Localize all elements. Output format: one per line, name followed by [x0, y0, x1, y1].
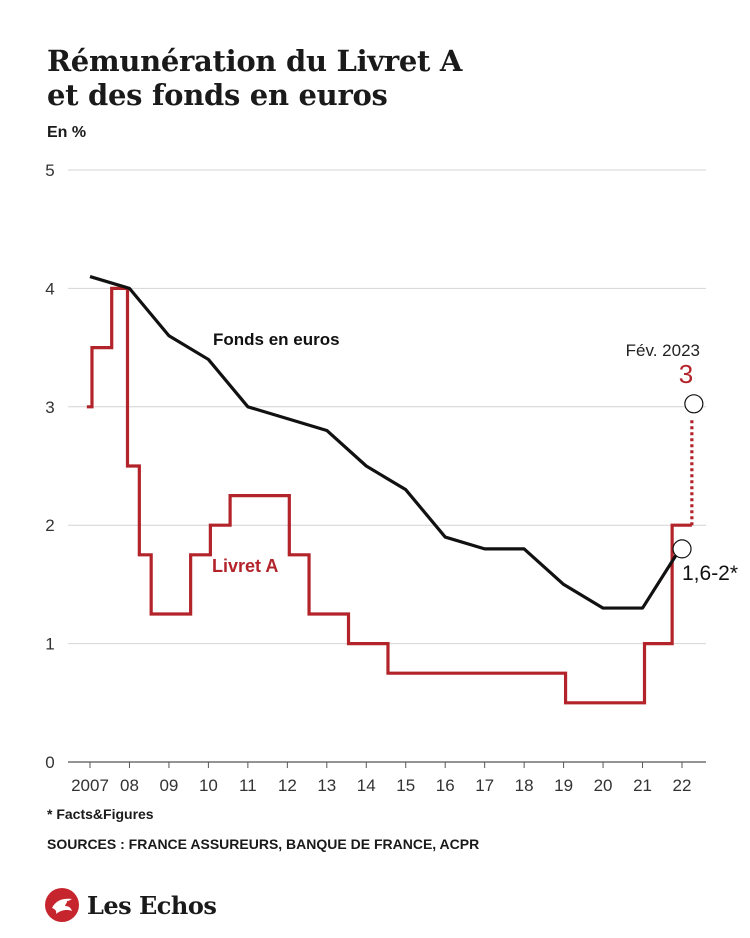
x-tick-label: 16 — [436, 776, 455, 795]
annotation-date: Fév. 2023 — [626, 341, 700, 360]
y-tick-label: 1 — [45, 635, 54, 654]
series-label-livret-a: Livret A — [212, 556, 278, 576]
y-tick-label: 3 — [45, 398, 54, 417]
x-tick-label: 2007 — [71, 776, 109, 795]
footnote: * Facts&Figures — [47, 806, 154, 822]
y-tick-label: 2 — [45, 516, 54, 535]
x-tick-label: 09 — [159, 776, 178, 795]
brand-name: Les Echos — [87, 890, 217, 920]
annotation-value: 3 — [679, 359, 693, 389]
y-tick-label: 0 — [45, 753, 54, 772]
x-tick-label: 15 — [396, 776, 415, 795]
series-line-livret-a — [86, 286, 692, 705]
x-tick-label: 10 — [199, 776, 218, 795]
end-label-fonds: 1,6-2* — [682, 562, 738, 585]
chart-title-line2: et des fonds en euros — [47, 78, 388, 112]
x-tick-label: 14 — [357, 776, 376, 795]
brand-logo: Les Echos — [45, 888, 217, 922]
point-marker-livret-a-2023 — [684, 394, 704, 414]
series-line-fonds-en-euros — [89, 275, 682, 610]
unit-label: En % — [47, 124, 87, 141]
chart-title-line1: Rémunération du Livret A — [47, 44, 463, 78]
x-tick-label: 20 — [594, 776, 613, 795]
les-echos-bird-logo-icon — [45, 888, 79, 922]
x-tick-label: 12 — [278, 776, 297, 795]
y-tick-label: 4 — [45, 279, 54, 298]
point-marker-fonds-end — [672, 539, 692, 559]
x-tick-label: 17 — [475, 776, 494, 795]
x-tick-label: 18 — [515, 776, 534, 795]
x-tick-label: 21 — [633, 776, 652, 795]
x-tick-label: 11 — [239, 776, 257, 795]
y-tick-label: 5 — [45, 161, 54, 180]
x-tick-label: 22 — [673, 776, 692, 795]
x-tick-label: 19 — [554, 776, 573, 795]
x-tick-label: 13 — [317, 776, 336, 795]
x-tick-label: 08 — [120, 776, 139, 795]
chart-title: Rémunération du Livret A et des fonds en… — [47, 44, 707, 112]
series-label-fonds-en-euros: Fonds en euros — [213, 330, 340, 349]
sources: SOURCES : FRANCE ASSUREURS, BANQUE DE FR… — [47, 836, 480, 852]
